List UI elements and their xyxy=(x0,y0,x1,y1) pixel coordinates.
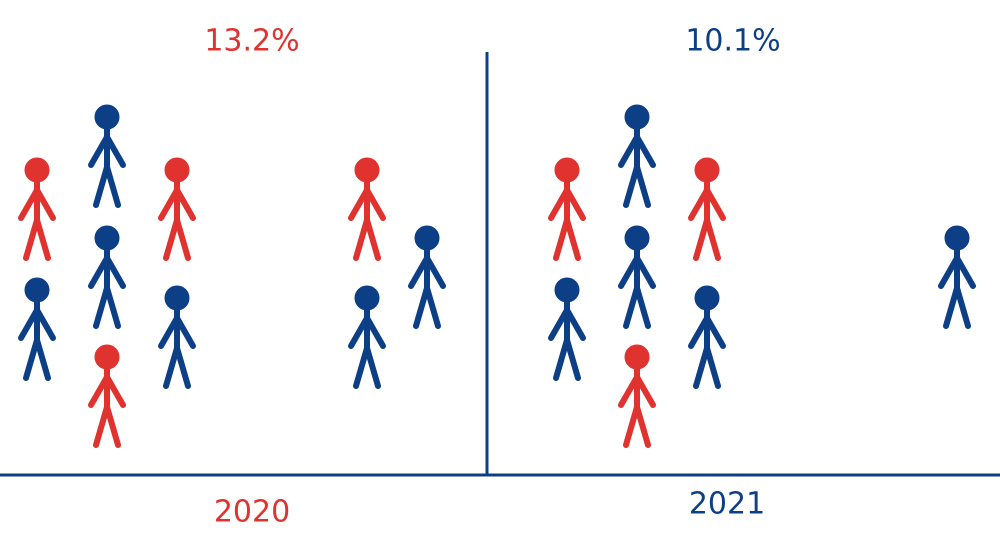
leg xyxy=(353,217,370,261)
arm xyxy=(104,255,126,289)
arm xyxy=(364,315,386,349)
leg xyxy=(634,164,651,208)
person-icon xyxy=(408,225,446,329)
arm xyxy=(954,255,976,289)
leg xyxy=(34,217,51,261)
arm xyxy=(704,187,726,221)
leg xyxy=(104,164,121,208)
leg xyxy=(104,285,121,329)
arm xyxy=(618,374,640,408)
arm xyxy=(548,187,570,221)
arm xyxy=(634,374,656,408)
arm xyxy=(564,187,586,221)
arm xyxy=(364,187,386,221)
person-icon xyxy=(548,157,586,261)
arm xyxy=(408,255,430,289)
leg xyxy=(704,345,721,389)
arm xyxy=(34,187,56,221)
arm xyxy=(704,315,726,349)
leg xyxy=(163,345,180,389)
arm xyxy=(564,307,586,341)
person-icon xyxy=(88,225,126,329)
person-icon xyxy=(548,277,586,381)
leg xyxy=(23,217,40,261)
leg xyxy=(704,217,721,261)
leg xyxy=(943,285,960,329)
person-icon xyxy=(938,225,976,329)
arm xyxy=(424,255,446,289)
leg xyxy=(564,337,581,381)
arm xyxy=(18,187,40,221)
leg xyxy=(353,345,370,389)
person-icon xyxy=(618,225,656,329)
arm xyxy=(688,315,710,349)
person-icon xyxy=(158,157,196,261)
leg xyxy=(693,217,710,261)
arm xyxy=(88,374,110,408)
leg xyxy=(104,404,121,448)
person-icon xyxy=(348,157,386,261)
arm xyxy=(634,255,656,289)
leg xyxy=(623,404,640,448)
year-label: 2020 xyxy=(214,495,290,530)
arm xyxy=(688,187,710,221)
arm xyxy=(158,187,180,221)
percent-label: 10.1% xyxy=(685,24,780,59)
person-icon xyxy=(88,104,126,208)
arm xyxy=(88,134,110,168)
person-icon xyxy=(18,157,56,261)
leg xyxy=(634,404,651,448)
leg xyxy=(23,337,40,381)
leg xyxy=(163,217,180,261)
leg xyxy=(954,285,971,329)
arm xyxy=(618,255,640,289)
arm xyxy=(18,307,40,341)
leg xyxy=(364,217,381,261)
person-icon xyxy=(618,104,656,208)
leg xyxy=(634,285,651,329)
arm xyxy=(634,134,656,168)
percent-label: 13.2% xyxy=(204,24,299,59)
leg xyxy=(553,337,570,381)
leg xyxy=(623,164,640,208)
person-icon xyxy=(18,277,56,381)
arm xyxy=(938,255,960,289)
leg xyxy=(174,217,191,261)
arm xyxy=(548,307,570,341)
arm xyxy=(348,315,370,349)
leg xyxy=(93,404,110,448)
arm xyxy=(174,315,196,349)
leg xyxy=(553,217,570,261)
person-icon xyxy=(688,285,726,389)
arm xyxy=(348,187,370,221)
arm xyxy=(174,187,196,221)
person-icon xyxy=(688,157,726,261)
person-icon xyxy=(348,285,386,389)
arm xyxy=(104,374,126,408)
arm xyxy=(88,255,110,289)
person-icon xyxy=(618,344,656,448)
leg xyxy=(413,285,430,329)
leg xyxy=(93,164,110,208)
arm xyxy=(158,315,180,349)
arm xyxy=(34,307,56,341)
arm xyxy=(618,134,640,168)
leg xyxy=(34,337,51,381)
person-icon xyxy=(158,285,196,389)
leg xyxy=(623,285,640,329)
leg xyxy=(174,345,191,389)
year-label: 2021 xyxy=(689,487,765,522)
leg xyxy=(424,285,441,329)
leg xyxy=(93,285,110,329)
person-icon xyxy=(88,344,126,448)
arm xyxy=(104,134,126,168)
leg xyxy=(693,345,710,389)
leg xyxy=(364,345,381,389)
leg xyxy=(564,217,581,261)
